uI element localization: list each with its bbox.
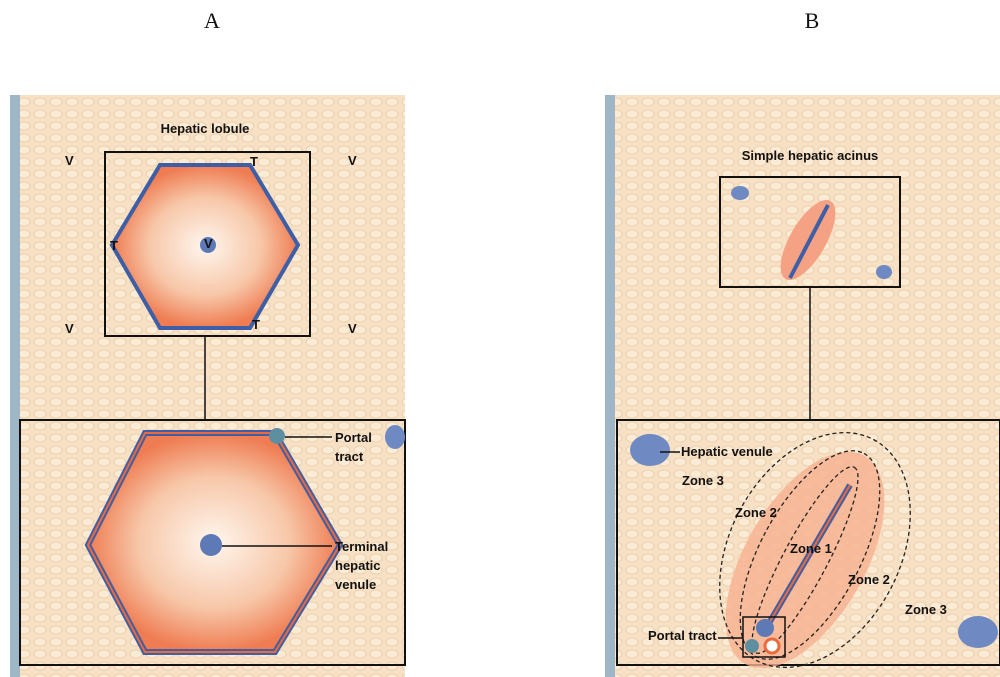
vein bbox=[731, 186, 749, 200]
callout: Hepatic venule bbox=[681, 444, 773, 459]
zone-label: Zone 1 bbox=[790, 541, 832, 556]
central-vein bbox=[200, 534, 222, 556]
callout: Portal bbox=[335, 430, 372, 445]
marker: T bbox=[252, 317, 260, 332]
vein bbox=[876, 265, 892, 279]
callout: hepatic bbox=[335, 558, 381, 573]
bile-duct bbox=[745, 639, 759, 653]
marker: V bbox=[65, 153, 74, 168]
callout: venule bbox=[335, 577, 376, 592]
marker: V bbox=[204, 236, 213, 251]
edge-shadow bbox=[605, 95, 615, 677]
callout: tract bbox=[335, 449, 364, 464]
marker: V bbox=[65, 321, 74, 336]
marker: T bbox=[110, 238, 118, 253]
zone-label: Zone 3 bbox=[905, 602, 947, 617]
zone-label: Zone 3 bbox=[682, 473, 724, 488]
hepatic-venule bbox=[630, 434, 670, 466]
marker: V bbox=[348, 153, 357, 168]
panel-title: Simple hepatic acinus bbox=[742, 148, 879, 163]
edge-shadow bbox=[10, 95, 20, 677]
zone-label: Zone 2 bbox=[735, 505, 777, 520]
vein bbox=[385, 425, 405, 449]
hepatic-venule bbox=[958, 616, 998, 648]
panel-label: A bbox=[204, 8, 220, 33]
callout: Portal tract bbox=[648, 628, 717, 643]
portal-tract bbox=[269, 428, 285, 444]
marker: T bbox=[250, 154, 258, 169]
marker: V bbox=[348, 321, 357, 336]
portal-vein bbox=[756, 619, 774, 637]
callout: Terminal bbox=[335, 539, 388, 554]
panel-title: Hepatic lobule bbox=[161, 121, 250, 136]
panel-label: B bbox=[805, 8, 820, 33]
diagram: A Hepatic lobule V V V V V T T T Portal … bbox=[0, 0, 1000, 677]
zone-label: Zone 2 bbox=[848, 572, 890, 587]
hepatic-artery bbox=[765, 639, 779, 653]
